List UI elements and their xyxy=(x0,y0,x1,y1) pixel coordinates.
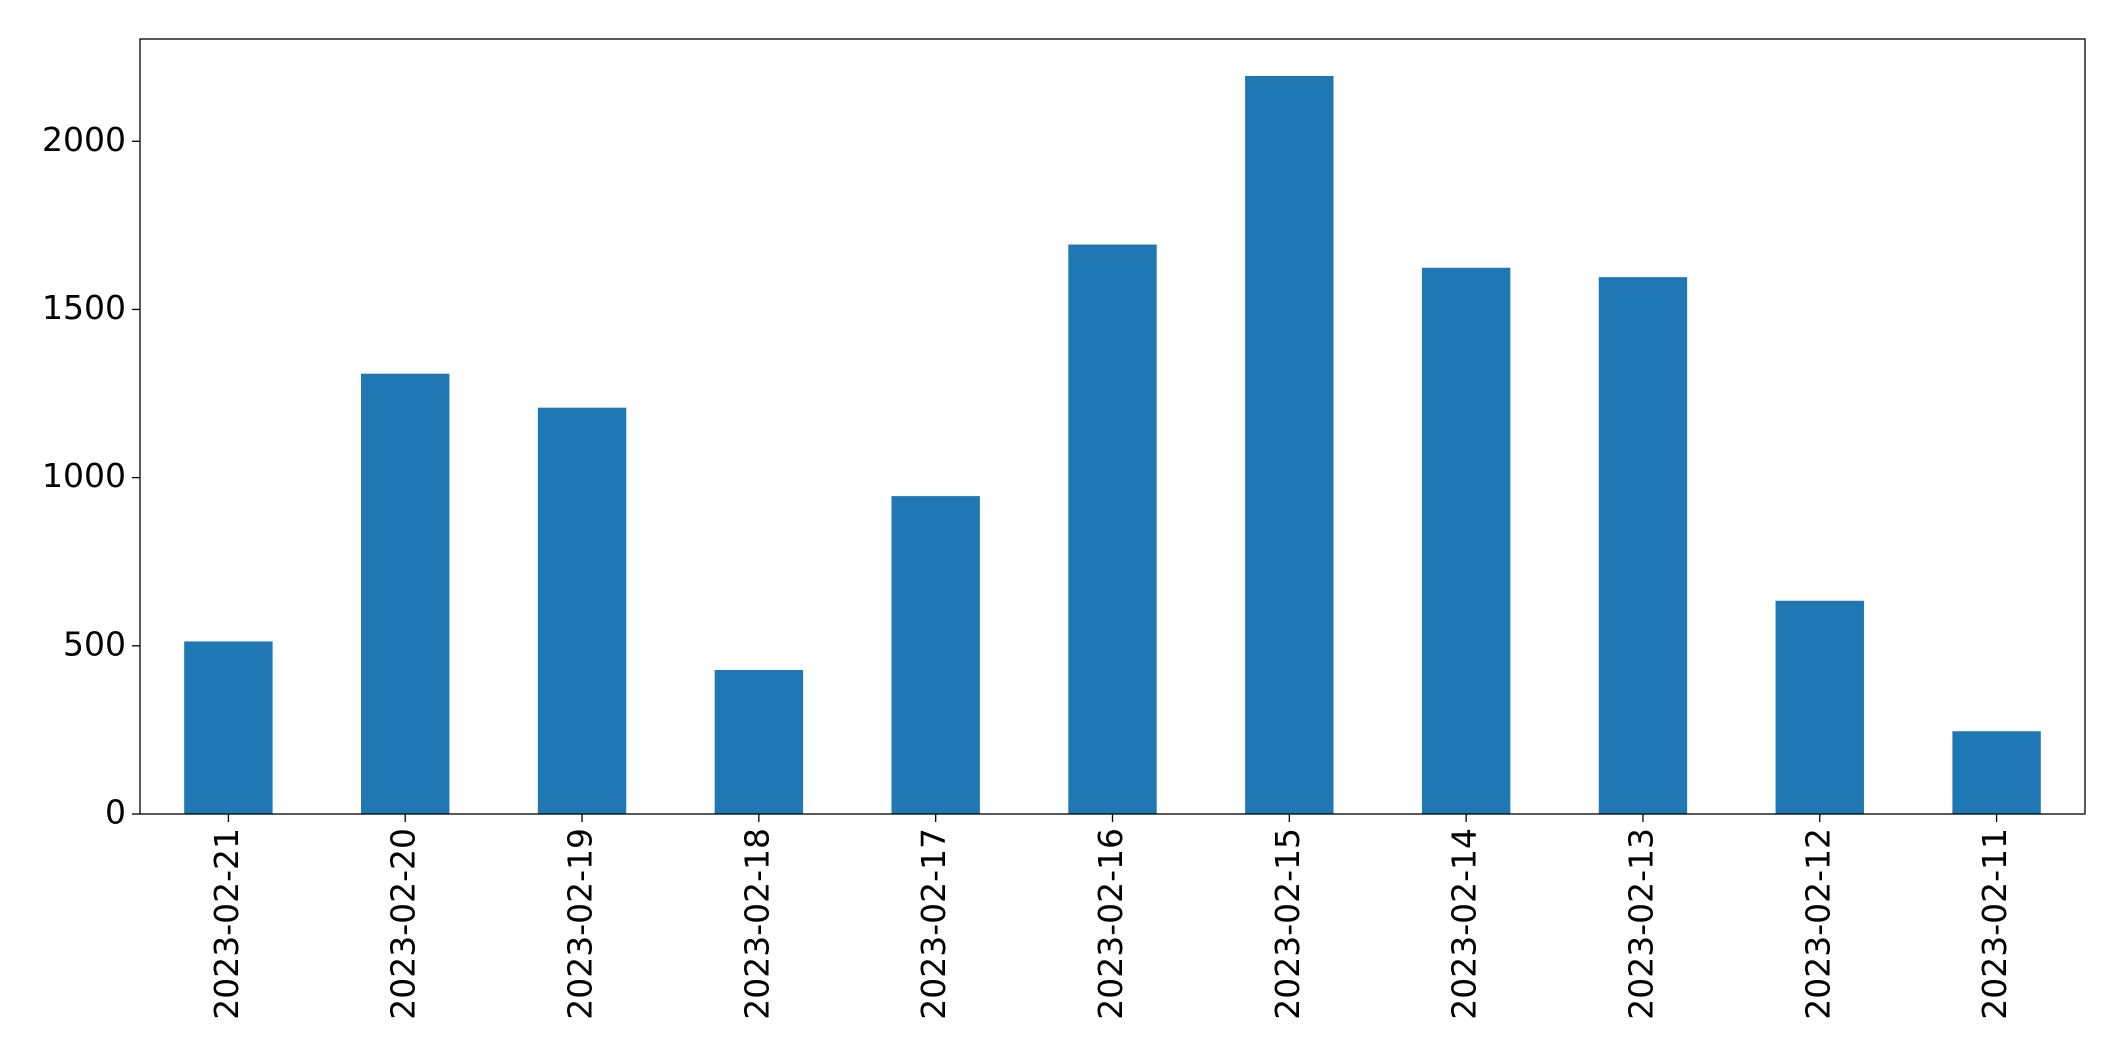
x-tick-label: 2023-02-17 xyxy=(914,828,953,1020)
y-tick-label: 2000 xyxy=(42,120,126,159)
y-tick-label: 1000 xyxy=(42,456,126,495)
bar xyxy=(891,496,980,814)
y-tick-label: 1500 xyxy=(42,288,126,327)
bar xyxy=(1775,600,1864,814)
bar xyxy=(184,641,273,814)
x-tick-label: 2023-02-20 xyxy=(384,828,423,1020)
y-tick-label: 500 xyxy=(63,624,126,663)
y-tick-label: 0 xyxy=(105,793,126,832)
bar xyxy=(537,407,627,814)
plot-frame xyxy=(139,38,2086,815)
x-tick-label: 2023-02-18 xyxy=(737,828,776,1020)
x-tick-label: 2023-02-12 xyxy=(1798,828,1837,1020)
bar xyxy=(1598,277,1688,815)
x-tick-label: 2023-02-19 xyxy=(561,828,600,1020)
bar xyxy=(714,670,804,814)
x-tick-label: 2023-02-21 xyxy=(207,828,246,1020)
bar xyxy=(361,373,450,814)
x-tick-label: 2023-02-14 xyxy=(1445,828,1484,1020)
bar xyxy=(1952,731,2041,814)
x-tick-label: 2023-02-13 xyxy=(1621,828,1660,1020)
bar xyxy=(1421,267,1511,814)
x-tick-label: 2023-02-11 xyxy=(1975,828,2014,1020)
x-tick-label: 2023-02-15 xyxy=(1268,828,1307,1020)
bar xyxy=(1068,244,1157,814)
x-tick-label: 2023-02-16 xyxy=(1091,828,1130,1020)
bar xyxy=(1245,76,1334,815)
